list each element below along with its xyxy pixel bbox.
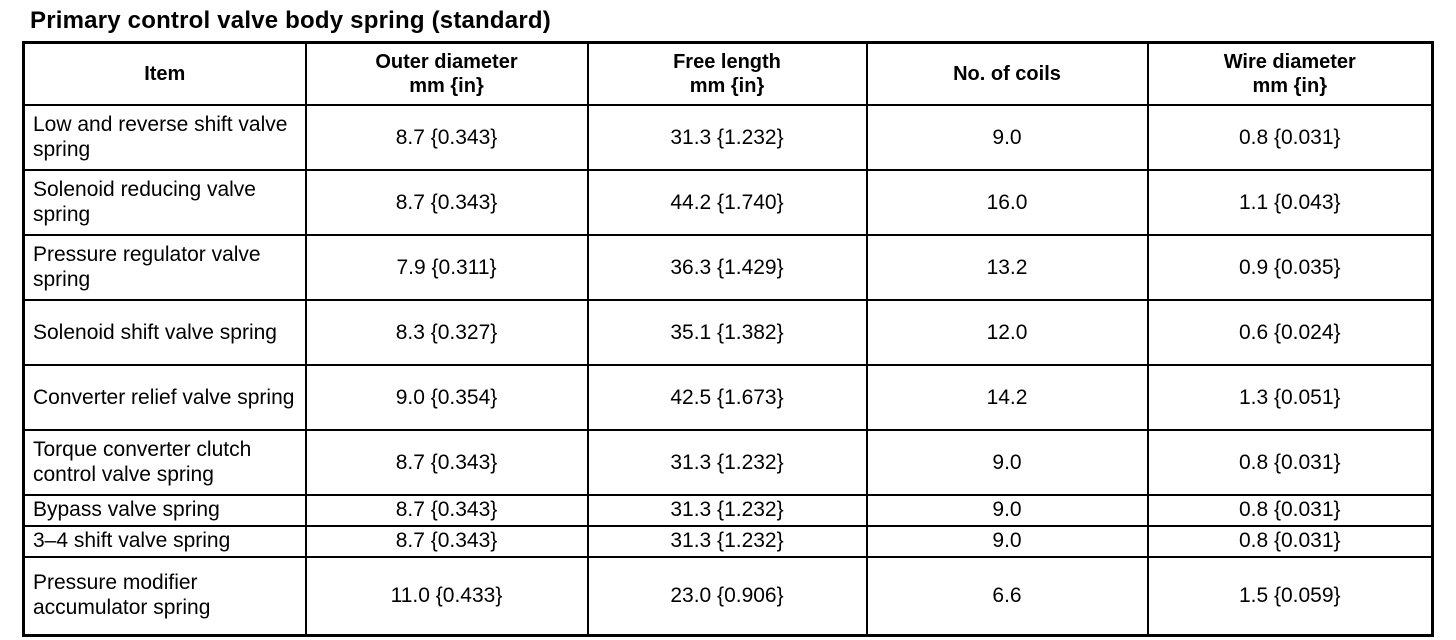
cell-wire-diameter: 0.8 {0.031} [1146, 525, 1434, 558]
table-row: Converter relief valve spring 9.0 {0.354… [22, 364, 1434, 432]
cell-wire-diameter: 0.9 {0.035} [1146, 234, 1434, 302]
cell-item: Low and reverse shift valve spring [22, 104, 307, 172]
page-title: Primary control valve body spring (stand… [30, 7, 551, 34]
cell-outer-diameter: 8.7 {0.343} [304, 429, 589, 497]
cell-no-of-coils: 9.0 [865, 104, 1149, 172]
cell-item: Bypass valve spring [22, 494, 307, 528]
cell-outer-diameter: 8.7 {0.343} [304, 104, 589, 172]
cell-no-of-coils: 16.0 [865, 169, 1149, 237]
cell-free-length: 42.5 {1.673} [586, 364, 868, 432]
cell-free-length: 31.3 {1.232} [586, 494, 868, 528]
cell-no-of-coils: 9.0 [865, 525, 1149, 558]
cell-no-of-coils: 9.0 [865, 429, 1149, 497]
cell-no-of-coils: 9.0 [865, 494, 1149, 528]
cell-no-of-coils: 6.6 [865, 555, 1149, 637]
cell-wire-diameter: 0.8 {0.031} [1146, 104, 1434, 172]
cell-outer-diameter: 7.9 {0.311} [304, 234, 589, 302]
table-row: 3–4 shift valve spring 8.7 {0.343} 31.3 … [22, 525, 1434, 558]
cell-wire-diameter: 1.1 {0.043} [1146, 169, 1434, 237]
table-row: Solenoid shift valve spring 8.3 {0.327} … [22, 299, 1434, 367]
cell-free-length: 31.3 {1.232} [586, 429, 868, 497]
cell-wire-diameter: 0.8 {0.031} [1146, 429, 1434, 497]
cell-wire-diameter: 1.5 {0.059} [1146, 555, 1434, 637]
cell-wire-diameter: 0.8 {0.031} [1146, 494, 1434, 528]
table-row: Low and reverse shift valve spring 8.7 {… [22, 104, 1434, 172]
table-row: Pressure regulator valve spring 7.9 {0.3… [22, 234, 1434, 302]
cell-item: Converter relief valve spring [22, 364, 307, 432]
cell-item: Pressure modifier accumulator spring [22, 555, 307, 637]
cell-outer-diameter: 8.7 {0.343} [304, 169, 589, 237]
cell-free-length: 31.3 {1.232} [586, 525, 868, 558]
cell-no-of-coils: 14.2 [865, 364, 1149, 432]
table-row: Pressure modifier accumulator spring 11.… [22, 555, 1434, 637]
col-header-wire-diameter: Wire diameter mm {in} [1146, 41, 1434, 107]
cell-item: Torque converter clutch control valve sp… [22, 429, 307, 497]
cell-wire-diameter: 1.3 {0.051} [1146, 364, 1434, 432]
col-header-item: Item [22, 41, 307, 107]
cell-item: 3–4 shift valve spring [22, 525, 307, 558]
col-header-free-length: Free length mm {in} [586, 41, 868, 107]
cell-outer-diameter: 8.7 {0.343} [304, 525, 589, 558]
table-row: Solenoid reducing valve spring 8.7 {0.34… [22, 169, 1434, 237]
cell-item: Pressure regulator valve spring [22, 234, 307, 302]
spring-spec-table: Item Outer diameter mm {in} Free length … [22, 41, 1434, 637]
cell-free-length: 35.1 {1.382} [586, 299, 868, 367]
table-row: Bypass valve spring 8.7 {0.343} 31.3 {1.… [22, 494, 1434, 528]
cell-no-of-coils: 12.0 [865, 299, 1149, 367]
cell-outer-diameter: 9.0 {0.354} [304, 364, 589, 432]
cell-outer-diameter: 11.0 {0.433} [304, 555, 589, 637]
header-row: Item Outer diameter mm {in} Free length … [22, 41, 1434, 107]
col-header-outer-diameter: Outer diameter mm {in} [304, 41, 589, 107]
cell-no-of-coils: 13.2 [865, 234, 1149, 302]
cell-outer-diameter: 8.3 {0.327} [304, 299, 589, 367]
cell-item: Solenoid shift valve spring [22, 299, 307, 367]
cell-outer-diameter: 8.7 {0.343} [304, 494, 589, 528]
table-row: Torque converter clutch control valve sp… [22, 429, 1434, 497]
cell-wire-diameter: 0.6 {0.024} [1146, 299, 1434, 367]
cell-free-length: 36.3 {1.429} [586, 234, 868, 302]
cell-free-length: 44.2 {1.740} [586, 169, 868, 237]
cell-free-length: 23.0 {0.906} [586, 555, 868, 637]
cell-free-length: 31.3 {1.232} [586, 104, 868, 172]
col-header-no-of-coils: No. of coils [865, 41, 1149, 107]
cell-item: Solenoid reducing valve spring [22, 169, 307, 237]
